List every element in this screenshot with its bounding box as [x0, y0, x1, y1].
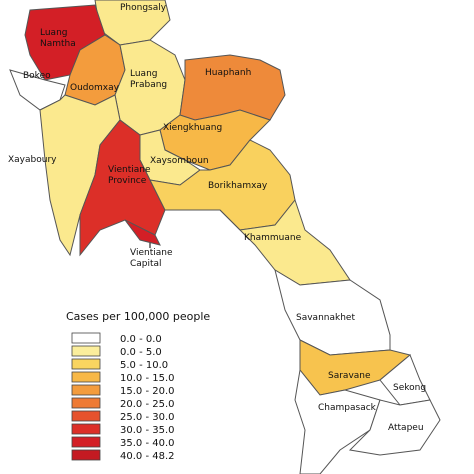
legend-label: 10.0 - 15.0: [120, 373, 175, 384]
province-label: Vientiane: [130, 248, 173, 258]
legend-swatch: [71, 410, 101, 422]
province-label: Prabang: [130, 80, 167, 90]
province-label: Xaysomboun: [150, 156, 209, 166]
legend-label: 30.0 - 35.0: [120, 425, 175, 436]
province-label: Xiengkhuang: [163, 123, 222, 133]
legend-swatch: [71, 384, 101, 396]
legend-swatch: [71, 397, 101, 409]
province-label: Vientiane: [108, 165, 151, 175]
province-label: Champasack: [318, 403, 377, 413]
province: [379, 354, 431, 406]
legend-swatch: [71, 436, 101, 448]
province-label: Attapeu: [388, 423, 424, 433]
province: [294, 368, 381, 474]
legend-label: 0.0 - 5.0: [120, 347, 162, 358]
province-label: Khammuane: [244, 233, 302, 243]
province-label: Saravane: [328, 371, 371, 381]
province-label: Namtha: [40, 39, 76, 49]
province: [179, 54, 286, 121]
legend-swatch: [71, 345, 101, 357]
province-label: Province: [108, 176, 147, 186]
province-label: Phongsaly: [120, 3, 167, 13]
province-label: Sekong: [393, 383, 426, 393]
province-label: Luang: [40, 28, 68, 38]
province-label: Savannakhet: [296, 313, 355, 323]
province-label: Borikhamxay: [208, 181, 268, 191]
province-label: Luang: [130, 69, 158, 79]
legend-title: Cases per 100,000 people: [66, 310, 210, 323]
legend-swatch: [71, 449, 101, 461]
legend-label: 15.0 - 20.0: [120, 386, 175, 397]
province-label: Bokeo: [23, 71, 51, 81]
legend-label: 40.0 - 48.2: [120, 451, 175, 462]
province-label: Oudomxay: [70, 83, 120, 93]
legend-label: 35.0 - 40.0: [120, 438, 175, 449]
legend-label: 25.0 - 30.0: [120, 412, 175, 423]
legend-swatch: [71, 358, 101, 370]
province-label: Xayaboury: [8, 155, 57, 165]
province: [124, 219, 161, 246]
legend-label: 0.0 - 0.0: [120, 334, 162, 345]
legend-swatch: [71, 371, 101, 383]
province: [348, 399, 441, 456]
legend-swatch: [71, 423, 101, 435]
province-label: Huaphanh: [205, 68, 251, 78]
province-label: Capital: [130, 259, 162, 269]
province: [274, 268, 391, 356]
province: [219, 198, 351, 286]
legend-label: 20.0 - 25.0: [120, 399, 175, 410]
legend-swatch: [71, 332, 101, 344]
legend-label: 5.0 - 10.0: [120, 360, 168, 371]
